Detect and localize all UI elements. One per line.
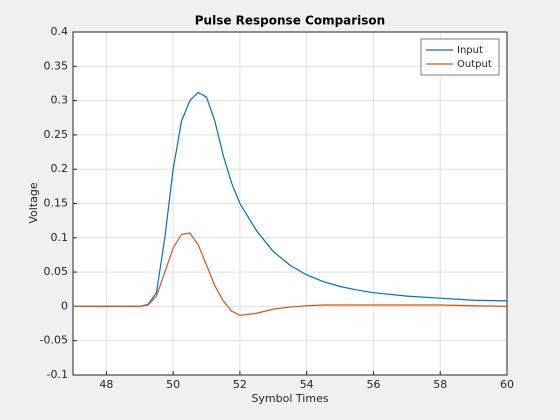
legend-label: Input: [457, 45, 483, 56]
x-tick-label: 58: [433, 378, 447, 391]
x-tick-label: 60: [500, 378, 514, 391]
y-tick-label: 0.4: [51, 25, 69, 38]
y-tick-label: 0: [61, 299, 68, 312]
x-tick-label: 56: [366, 378, 380, 391]
x-tick-label: 52: [233, 378, 247, 391]
x-axis-label: Symbol Times: [251, 392, 328, 405]
series-line: [73, 232, 508, 316]
y-tick-label: 0.25: [44, 128, 69, 141]
y-tick-label: 0.15: [44, 197, 69, 210]
legend-box: [420, 38, 500, 76]
y-tick-label: 0.3: [51, 94, 69, 107]
y-axis-label: Voltage: [27, 182, 40, 223]
y-tick-label: -0.1: [47, 368, 68, 381]
legend-label: Output: [457, 59, 492, 70]
chart-title: Pulse Response Comparison: [195, 14, 385, 28]
x-tick-label: 54: [300, 378, 314, 391]
x-tick-label: 48: [99, 378, 113, 391]
axes-box: [72, 31, 508, 376]
y-tick-label: 0.05: [44, 265, 69, 278]
x-tick-label: 50: [166, 378, 180, 391]
y-tick-label: 0.2: [51, 162, 69, 175]
y-tick-label: -0.05: [40, 334, 68, 347]
y-tick-label: 0.1: [51, 231, 69, 244]
y-tick-label: 0.35: [44, 59, 69, 72]
